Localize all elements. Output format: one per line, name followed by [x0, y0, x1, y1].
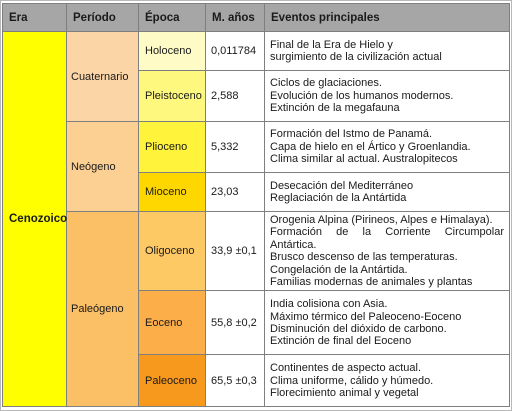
periodo-cuaternario: Cuaternario: [66, 31, 139, 122]
evento-line: Congelación de la Antártida.: [270, 263, 408, 276]
evento-line: Capa de hielo en el Ártico y Groenlandia…: [270, 140, 471, 153]
periodo-neogeno: Neógeno: [66, 121, 139, 212]
eventos-oligoceno: Orogenia Alpina (Pirineos, Alpes e Himal…: [264, 210, 510, 292]
epoca-holoceno: Holoceno: [138, 31, 206, 71]
era-cell: Cenozoico: [2, 30, 67, 408]
anios-oligoceno: 33,9 ±0,1: [205, 210, 265, 292]
evento-line: Final de la Era de Hielo y: [270, 38, 393, 51]
evento-line: Familias modernas de animales y plantas: [270, 276, 473, 289]
evento-line: Formación de la Corriente Circumpolar An…: [270, 226, 504, 251]
periodo-paleogeno: Paleógeno: [66, 210, 139, 408]
table-row: Paleógeno Oligoceno 33,9 ±0,1 Orogenia A…: [3, 210, 510, 408]
eventos-eoceno: India colisiona con Asia. Máximo térmico…: [264, 290, 510, 356]
anios-holoceno: 0,011784: [205, 31, 265, 71]
epoca-paleoceno: Paleoceno: [138, 354, 206, 408]
epoca-eoceno: Eoceno: [138, 290, 206, 356]
eventos-holoceno: Final de la Era de Hielo y surgimiento d…: [264, 31, 510, 71]
evento-line: Clima uniforme, cálido y húmedo.: [270, 374, 434, 387]
header-periodo: Período: [66, 3, 139, 32]
evento-line: Continentes de aspecto actual.: [270, 362, 422, 375]
anios-eoceno: 55,8 ±0,2: [205, 290, 265, 356]
epoca-plioceno: Plioceno: [138, 121, 206, 173]
header-eventos: Eventos principales: [264, 3, 510, 32]
evento-line: Evolución de los humanos modernos.: [270, 89, 454, 102]
table-row: Eoceno 55,8 ±0,2 India colisiona con Asi…: [3, 290, 510, 356]
table-row: Neógeno Plioceno 5,332 Formación del Ist…: [3, 121, 510, 212]
anios-pleistoceno: 2,588: [205, 70, 265, 122]
eventos-plioceno: Formación del Istmo de Panamá. Capa de h…: [264, 121, 510, 173]
evento-line: Florecimiento animal y vegetal: [270, 387, 419, 400]
evento-line: Ciclos de glaciaciones.: [270, 77, 382, 90]
anios-mioceno: 23,03: [205, 172, 265, 212]
table-row: Mioceno 23,03 Desecación del Mediterráne…: [3, 172, 510, 212]
evento-line: Máximo térmico del Paleoceno-Eoceno: [270, 310, 462, 323]
table-row: Pleistoceno 2,588 Ciclos de glaciaciones…: [3, 70, 510, 122]
anios-paleoceno: 65,5 ±0,3: [205, 354, 265, 408]
table-row: Paleoceno 65,5 ±0,3 Continentes de aspec…: [3, 354, 510, 408]
table-row: Cenozoico Cuaternario Holoceno 0,011784 …: [2, 30, 510, 408]
evento-line: Brusco descenso de las temperaturas.: [270, 251, 458, 264]
eventos-mioceno: Desecación del Mediterráneo Reglaciación…: [264, 172, 510, 212]
evento-line: Clima similar al actual. Australopitecos: [270, 153, 458, 166]
evento-line: Extinción de la megafauna: [270, 102, 400, 115]
header-row: Era Período Época M. años Eventos princi…: [2, 3, 510, 32]
eventos-paleoceno: Continentes de aspecto actual. Clima uni…: [264, 354, 510, 408]
anios-plioceno: 5,332: [205, 121, 265, 173]
geologic-time-table: Era Período Época M. años Eventos princi…: [2, 3, 510, 408]
evento-line: surgimiento de la civilización actual: [270, 51, 442, 63]
evento-line: India colisiona con Asia.: [270, 298, 388, 311]
header-era: Era: [2, 3, 67, 32]
evento-line: Reglaciación de la Antártida: [270, 192, 407, 204]
epoca-oligoceno: Oligoceno: [138, 210, 206, 292]
evento-line: Desecación del Mediterráneo: [270, 179, 414, 192]
evento-line: Disminución del dióxido de carbono.: [270, 322, 447, 335]
epoca-pleistoceno: Pleistoceno: [138, 70, 206, 122]
epoca-mioceno: Mioceno: [138, 172, 206, 212]
eventos-pleistoceno: Ciclos de glaciaciones. Evolución de los…: [264, 70, 510, 122]
header-epoca: Época: [138, 3, 206, 32]
evento-line: Formación del Istmo de Panamá.: [270, 128, 433, 141]
header-millones-anios: M. años: [205, 3, 265, 32]
evento-line: Extinción de final del Eoceno: [270, 335, 412, 348]
evento-line: Orogenia Alpina (Pirineos, Alpes e Himal…: [270, 214, 493, 226]
